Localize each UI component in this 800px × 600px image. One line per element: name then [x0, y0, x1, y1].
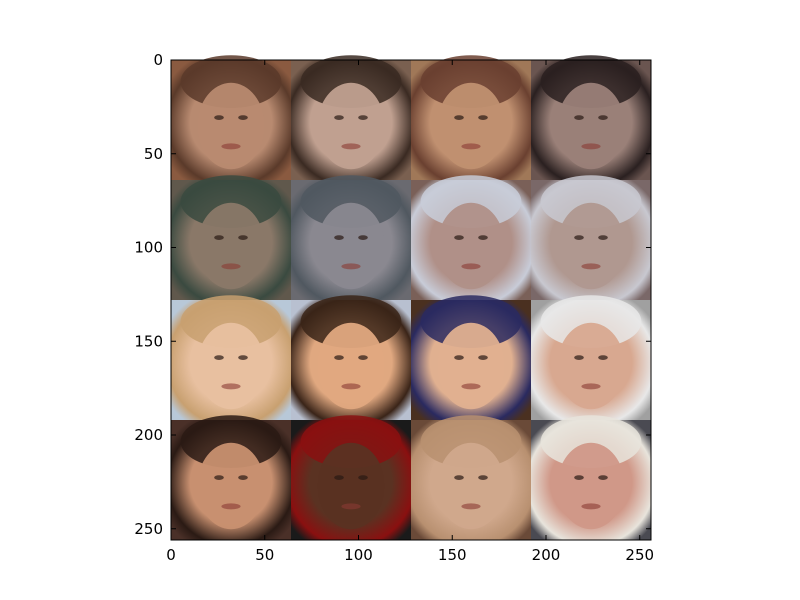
y-tick-labels: 0 50 100 150 200 250: [134, 51, 163, 538]
x-tick-label: 100: [344, 546, 373, 564]
image-tile: [291, 55, 411, 180]
image-tile: [171, 415, 291, 540]
y-tick-label: 200: [134, 426, 163, 444]
x-tick-label: 0: [166, 546, 176, 564]
image-tile: [171, 295, 291, 420]
y-tick-label: 50: [144, 145, 163, 163]
y-tick-label: 100: [134, 239, 163, 257]
x-tick-label: 250: [625, 546, 654, 564]
image-tile: [291, 415, 411, 540]
axes-frame: [170, 59, 652, 541]
y-tick-label: 250: [134, 520, 163, 538]
x-tick-label: 200: [532, 546, 561, 564]
image-tile: [531, 175, 651, 300]
image-tile: [411, 175, 531, 300]
image-tiles: [171, 55, 651, 540]
image-tile: [411, 295, 531, 420]
x-tick-label: 50: [255, 546, 274, 564]
y-tick-label: 150: [134, 332, 163, 350]
x-tick-labels: 0 50 100 150 200 250: [166, 546, 654, 564]
image-tile: [171, 55, 291, 180]
image-tile: [291, 295, 411, 420]
x-tick-label: 150: [438, 546, 467, 564]
image-tile: [411, 415, 531, 540]
image-tile: [171, 175, 291, 300]
axis-ticks: [170, 59, 651, 540]
y-tick-label: 0: [153, 51, 163, 69]
image-tile: [531, 415, 651, 540]
image-tile: [531, 55, 651, 180]
image-tile: [291, 175, 411, 300]
image-tile: [411, 55, 531, 180]
image-tile: [531, 295, 651, 420]
